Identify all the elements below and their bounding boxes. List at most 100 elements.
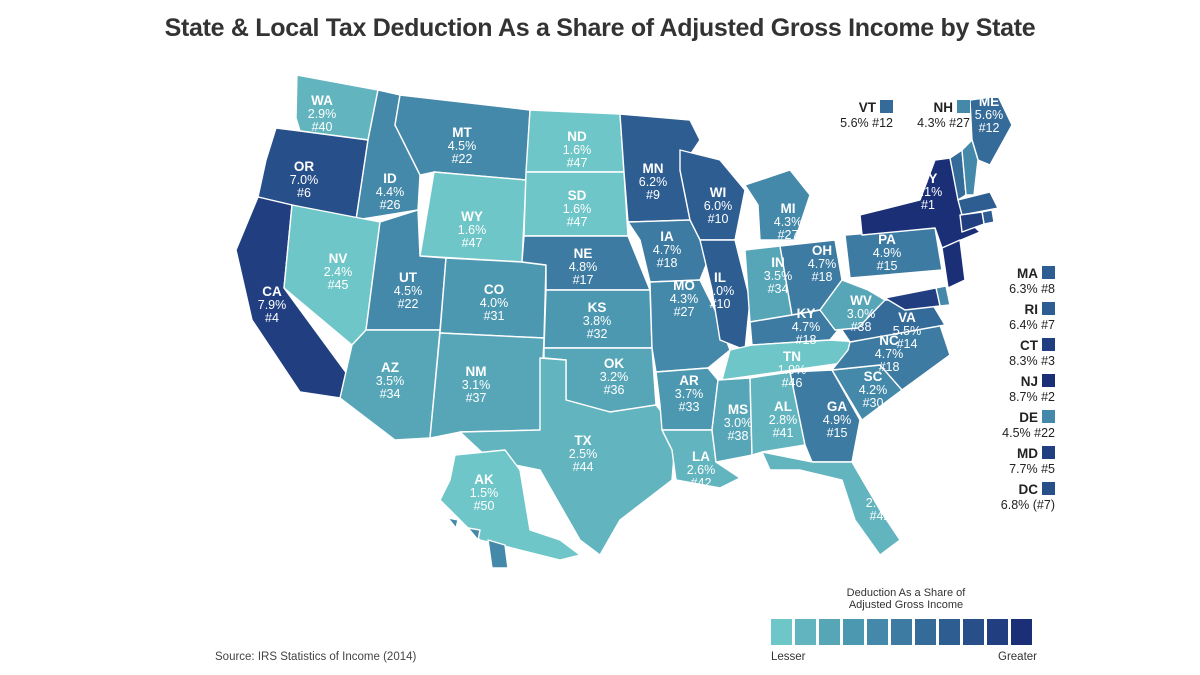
state-wv bbox=[819, 279, 886, 331]
state-label-line: PA bbox=[878, 232, 896, 247]
state-label-line: MS bbox=[728, 402, 748, 417]
state-label-line: 2.8% bbox=[769, 413, 798, 427]
state-label-line: AK bbox=[474, 472, 494, 487]
source-note: Source: IRS Statistics of Income (2014) bbox=[215, 651, 417, 663]
state-label-line: 4.9% bbox=[873, 246, 902, 260]
state-label-line: #47 bbox=[462, 236, 483, 250]
state-label-line: 4.2% bbox=[859, 383, 888, 397]
legend-swatch bbox=[843, 619, 864, 645]
state-label-line: TX bbox=[574, 433, 591, 448]
state-label-line: 7.9% bbox=[258, 298, 287, 312]
small-state-abbr: NH bbox=[933, 100, 954, 115]
state-label-pa: PA 4.9% #15 bbox=[873, 232, 902, 273]
small-state-swatch bbox=[1042, 302, 1055, 315]
state-label-ky: KY 4.7% #18 bbox=[792, 306, 821, 347]
state-label-ne: NE 4.8% #17 bbox=[569, 246, 598, 287]
state-label-line: #22 bbox=[450, 567, 471, 581]
state-label-line: #50 bbox=[474, 499, 495, 513]
state-ct bbox=[959, 211, 985, 233]
small-state-swatch bbox=[1042, 374, 1055, 387]
state-label-line: 2.6% bbox=[687, 463, 716, 477]
state-label-line: LA bbox=[692, 449, 710, 464]
small-state-abbr: DE bbox=[1019, 410, 1038, 425]
state-label-line: 2.4% bbox=[324, 265, 353, 279]
legend-swatch bbox=[915, 619, 936, 645]
state-label-ms: MS 3.0% #38 bbox=[724, 402, 753, 443]
state-labels: WA 2.9% #40 OR 7.0% #6 CA 7.9% #4 ID 4.4% #26 NV 2.4%… bbox=[258, 93, 1004, 581]
state-label-line: NC bbox=[879, 333, 899, 348]
small-state-value: 6.4% #7 bbox=[1009, 318, 1055, 332]
state-label-line: 4.8% bbox=[569, 260, 598, 274]
state-label-line: 3.1% bbox=[462, 378, 491, 392]
state-label-line: #9 bbox=[646, 188, 660, 202]
legend-high-label: Greater bbox=[998, 651, 1037, 663]
state-label-line: HI bbox=[453, 540, 467, 555]
small-state-dc: DC 6.8% (#7) bbox=[955, 482, 1055, 513]
state-label-line: #6 bbox=[297, 186, 311, 200]
small-state-abbr: VT bbox=[858, 100, 876, 115]
state-label-line: 7.0% bbox=[290, 173, 319, 187]
state-label-line: IA bbox=[660, 229, 674, 244]
state-label-ok: OK 3.2% #36 bbox=[600, 356, 629, 397]
state-label-line: 1.6% bbox=[563, 143, 592, 157]
state-label-line: 5.6% bbox=[975, 108, 1004, 122]
state-label-line: 4.3% bbox=[774, 215, 803, 229]
small-state-value: 4.5% #22 bbox=[1002, 426, 1055, 440]
state-label-line: 3.5% bbox=[764, 269, 793, 283]
state-label-line: WV bbox=[850, 293, 872, 308]
small-state-nh: NH 4.3% #27 bbox=[860, 100, 970, 131]
state-label-line: 1.9% bbox=[778, 363, 807, 377]
state-label-line: SD bbox=[568, 188, 587, 203]
state-label-line: SC bbox=[864, 369, 883, 384]
state-label-line: 4.7% bbox=[653, 243, 682, 257]
state-label-line: #45 bbox=[328, 278, 349, 292]
state-label-in: IN 3.5% #34 bbox=[764, 255, 793, 296]
state-label-line: #27 bbox=[778, 228, 799, 242]
state-label-line: #34 bbox=[380, 387, 401, 401]
state-label-ak: AK 1.5% #50 bbox=[470, 472, 499, 513]
state-label-tn: TN 1.9% #46 bbox=[778, 349, 807, 390]
small-state-abbr: DC bbox=[1018, 482, 1039, 497]
state-label-line: ID bbox=[383, 171, 397, 186]
state-label-mt: MT 4.5% #22 bbox=[448, 125, 477, 166]
state-label-line: #14 bbox=[897, 337, 918, 351]
state-label-line: #15 bbox=[827, 426, 848, 440]
state-label-line: OH bbox=[812, 243, 832, 258]
legend-swatch bbox=[1011, 619, 1032, 645]
state-label-line: 5.5% bbox=[893, 324, 922, 338]
state-label-line: 3.0% bbox=[847, 307, 876, 321]
state-label-line: #33 bbox=[679, 400, 700, 414]
legend-swatch bbox=[867, 619, 888, 645]
state-label-line: #44 bbox=[573, 460, 594, 474]
state-label-line: #18 bbox=[879, 360, 900, 374]
small-state-abbr: MA bbox=[1017, 266, 1038, 281]
state-label-line: 6.0% bbox=[706, 284, 735, 298]
state-label-line: AL bbox=[774, 399, 792, 414]
state-label-ia: IA 4.7% #18 bbox=[653, 229, 682, 270]
state-label-fl: FL 2.6% #42 bbox=[866, 482, 895, 523]
state-label-line: OK bbox=[604, 356, 625, 371]
state-label-ar: AR 3.7% #33 bbox=[675, 373, 704, 414]
state-label-line: #22 bbox=[398, 297, 419, 311]
state-mi bbox=[744, 169, 811, 241]
state-label-line: 4.4% bbox=[376, 185, 405, 199]
small-state-ma: MA 6.3% #8 bbox=[955, 266, 1055, 297]
small-state-vt: VT 5.6% #12 bbox=[783, 100, 893, 131]
state-label-line: 1.6% bbox=[458, 223, 487, 237]
small-state-abbr: NJ bbox=[1020, 374, 1038, 389]
state-label-line: 3.7% bbox=[675, 387, 704, 401]
state-tx bbox=[459, 357, 677, 556]
state-label-line: 1.6% bbox=[563, 202, 592, 216]
state-label-line: NM bbox=[466, 364, 487, 379]
state-label-line: #12 bbox=[979, 121, 1000, 135]
state-label-line: TN bbox=[783, 349, 801, 364]
state-label-line: IN bbox=[771, 255, 785, 270]
state-label-line: 6.0% bbox=[704, 199, 733, 213]
state-label-line: 3.8% bbox=[583, 314, 612, 328]
small-state-value: 6.8% (#7) bbox=[1000, 498, 1055, 512]
map-title: State & Local Tax Deduction As a Share o… bbox=[164, 14, 1036, 42]
state-nh bbox=[961, 139, 979, 196]
state-label-line: #36 bbox=[604, 383, 625, 397]
state-label-oh: OH 4.7% #18 bbox=[808, 243, 837, 284]
small-state-value: 8.3% #3 bbox=[1009, 354, 1055, 368]
